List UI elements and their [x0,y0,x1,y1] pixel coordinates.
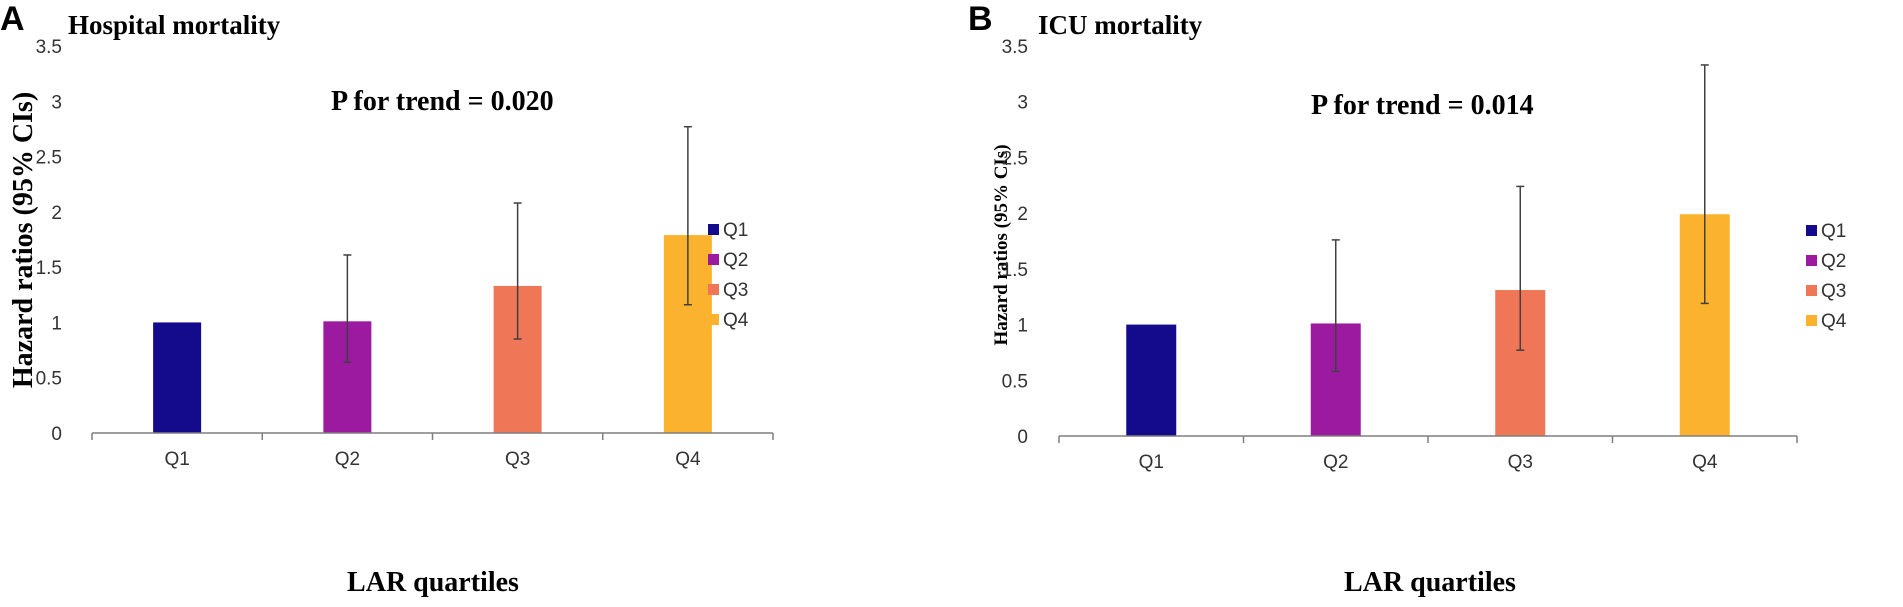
legend-label: Q2 [723,250,748,271]
legend-swatch [708,314,719,325]
panel-a-p-trend: P for trend = 0.020 [331,86,554,117]
panel-b-y-axis-label: Hazard ratios (95% CIs) [991,144,1012,345]
y-tick-label: 0 [51,424,62,445]
legend-label: Q2 [1821,251,1846,272]
y-tick-label: 0.5 [1002,371,1028,392]
panel-a-error-bars [343,125,692,363]
legend-swatch [1806,285,1817,296]
y-tick-label: 3.5 [36,37,62,58]
x-tick-label: Q4 [675,449,701,470]
y-tick-label: 2 [1017,204,1028,225]
y-tick-label: 1.5 [1002,260,1028,281]
legend-swatch [708,254,719,265]
x-tick-label: Q2 [335,449,360,470]
y-tick-label: 0 [1017,427,1028,448]
panel-b-x-axis-label: LAR quartiles [1344,567,1516,598]
error-bar-q4 [683,125,692,306]
error-bar-q4 [1700,64,1709,305]
panel-b-p-trend: P for trend = 0.014 [1311,90,1534,121]
panel-b-legend: Q1 Q2 Q3 Q4 [1806,221,1847,332]
legend-label: Q4 [723,310,749,331]
x-tick-label: Q1 [1139,452,1164,473]
legend-item-q2: Q2 [1806,251,1846,272]
legend-label: Q4 [1821,311,1847,332]
error-bar-q3 [513,202,522,340]
panel-a-hospital-mortality: A Hospital mortality P for trend = 0.020… [0,0,774,598]
y-tick-label: 2 [51,203,62,224]
x-tick-label: Q2 [1323,452,1348,473]
x-tick-label: Q4 [1692,452,1718,473]
legend-swatch [1806,315,1817,326]
panel-b-x-ticks: Q1 Q2 Q3 Q4 [1058,436,1798,473]
panel-a-y-ticks: 0 0.5 1 1.5 2 2.5 3 3.5 [36,37,62,445]
error-bar-q2 [1331,239,1340,373]
y-tick-label: 1.5 [36,258,62,279]
x-tick-label: Q1 [164,449,189,470]
x-tick-label: Q3 [505,449,530,470]
y-tick-label: 3.5 [1002,37,1028,58]
panel-b-title: ICU mortality [1038,10,1203,40]
legend-label: Q1 [723,220,748,241]
legend-swatch [708,224,719,235]
error-bar-q2 [343,254,352,363]
legend-item-q3: Q3 [1806,281,1846,302]
legend-swatch [708,284,719,295]
y-tick-label: 1 [1017,316,1028,337]
panel-b-y-ticks: 0 0.5 1 1.5 2 2.5 3 3.5 [1002,37,1028,448]
panel-b-bars [1126,214,1730,436]
legend-item-q2: Q2 [708,250,748,271]
panel-b-error-bars [1331,64,1709,373]
y-tick-label: 0.5 [36,369,62,390]
panel-a-legend: Q1 Q2 Q3 Q4 [708,220,749,331]
y-tick-label: 3 [51,92,62,113]
x-tick-label: Q3 [1508,452,1533,473]
y-tick-label: 1 [51,313,62,334]
panel-a-bars [153,235,712,433]
legend-item-q1: Q1 [1806,221,1846,242]
y-tick-label: 2.5 [36,148,62,169]
legend-label: Q3 [723,280,748,301]
panel-a-x-ticks: Q1 Q2 Q3 Q4 [91,433,774,470]
legend-label: Q3 [1821,281,1846,302]
panel-a-title: Hospital mortality [68,10,281,40]
y-tick-label: 2.5 [1002,148,1028,169]
bar-q1 [1126,324,1177,436]
legend-item-q4: Q4 [1806,311,1847,332]
legend-item-q1: Q1 [708,220,748,241]
legend-swatch [1806,225,1817,236]
legend-swatch [1806,255,1817,266]
panel-a-x-axis-label: LAR quartiles [347,567,519,598]
legend-item-q3: Q3 [708,280,748,301]
panel-a-letter: A [0,0,25,38]
bar-q1 [153,322,202,433]
panel-a-y-axis-label: Hazard ratios (95% CIs) [8,92,39,388]
error-bar-q3 [1516,185,1525,351]
y-tick-label: 3 [1017,93,1028,114]
legend-label: Q1 [1821,221,1846,242]
panel-b-letter: B [968,0,993,38]
legend-item-q4: Q4 [708,310,749,331]
panel-b-icu-mortality: B ICU mortality P for trend = 0.014 Haza… [968,0,1847,598]
